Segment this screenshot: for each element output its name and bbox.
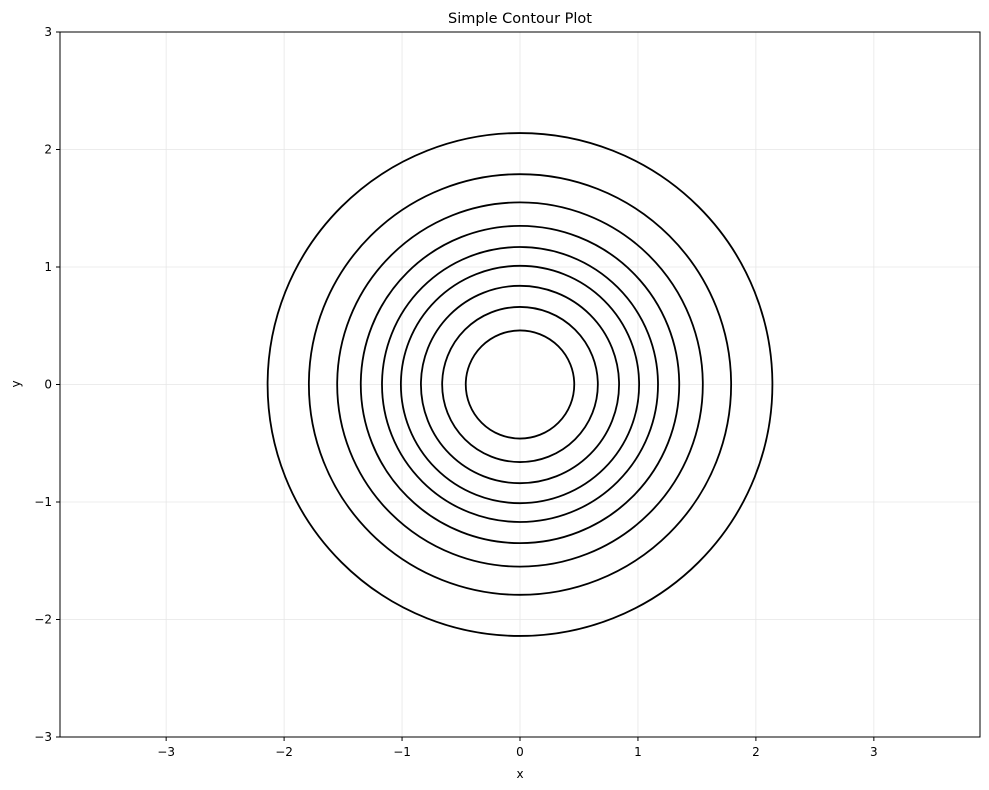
- y-tick-label: −2: [34, 613, 52, 627]
- contour-line: [381, 246, 659, 523]
- contour-line: [399, 264, 641, 505]
- contour-line: [266, 132, 774, 637]
- x-tick-label: 2: [752, 745, 760, 759]
- x-tick-label: 1: [634, 745, 642, 759]
- x-axis-label: x: [516, 767, 523, 781]
- x-tick-label: −1: [393, 745, 411, 759]
- x-tick-label: 0: [516, 745, 524, 759]
- y-axis-label: y: [9, 380, 23, 387]
- y-tick-label: −1: [34, 495, 52, 509]
- x-tick-label: 3: [870, 745, 878, 759]
- y-tick-label: 0: [44, 378, 52, 392]
- contour-line: [420, 284, 620, 485]
- contour-line: [441, 306, 599, 463]
- contour-line: [359, 224, 681, 545]
- y-tick-label: 3: [44, 25, 52, 39]
- x-tick-label: −2: [275, 745, 293, 759]
- y-tick-label: −3: [34, 730, 52, 744]
- contour-line: [336, 201, 704, 568]
- contour-line: [464, 329, 576, 440]
- chart-title: Simple Contour Plot: [448, 11, 592, 27]
- grid: [60, 31, 980, 738]
- y-tick-label: 2: [44, 143, 52, 157]
- y-tick-label: 1: [44, 260, 52, 274]
- x-tick-label: −3: [157, 745, 175, 759]
- x-axis-ticks: −3 −2 −1 0 1 2 3: [157, 737, 878, 759]
- contour-line: [307, 173, 733, 596]
- contour-lines: [266, 132, 774, 637]
- y-axis-ticks: −3 −2 −1 0 1 2 3: [34, 25, 60, 744]
